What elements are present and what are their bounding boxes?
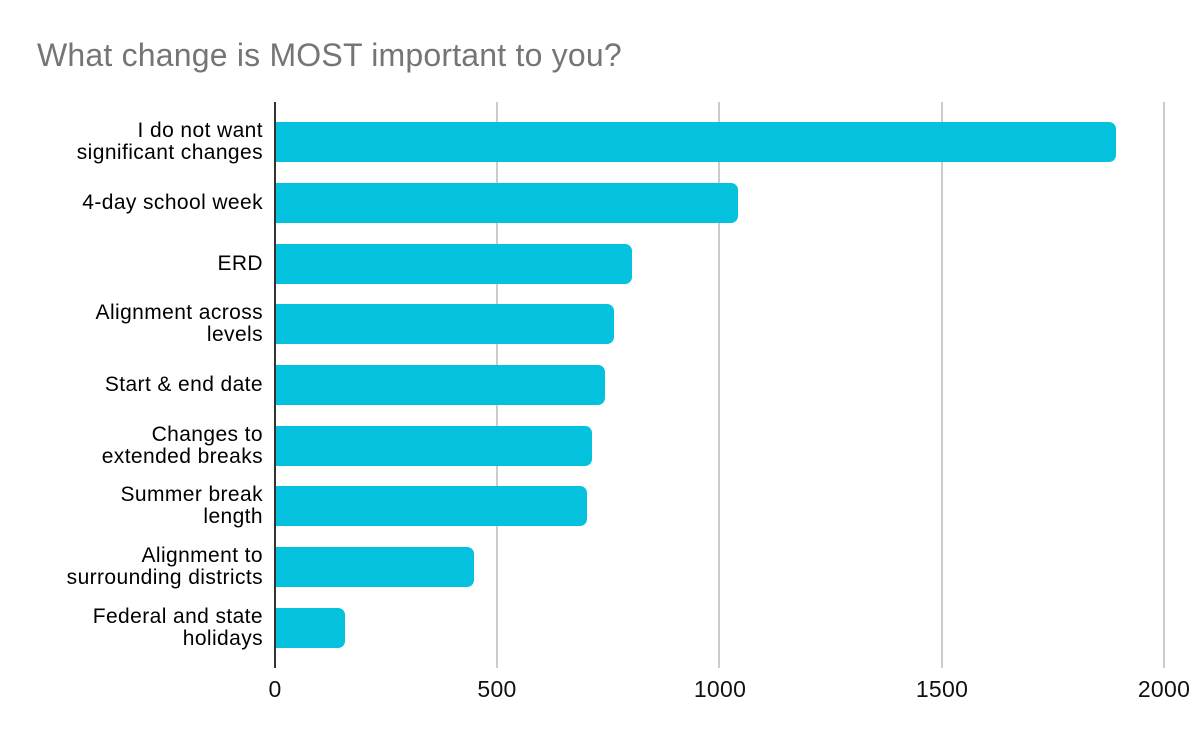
plot-area: I do not want significant changes 4-day … (0, 102, 1200, 668)
x-tick-label: 0 (268, 676, 282, 702)
gridline-2000 (1163, 102, 1165, 668)
bar-row: ERD (0, 233, 1200, 294)
category-label: Federal and state holidays (92, 604, 263, 650)
x-tick-label: 1500 (915, 676, 969, 702)
bar (276, 122, 1116, 163)
x-tick-label: 1000 (693, 676, 747, 702)
gridline-1000 (718, 102, 720, 668)
bar-row: Start & end date (0, 355, 1200, 416)
chart-title: What change is MOST important to you? (37, 37, 622, 73)
bar (276, 183, 738, 224)
bar (276, 425, 592, 466)
bar-rows: I do not want significant changes 4-day … (0, 112, 1200, 658)
bar (276, 365, 605, 406)
bar-row: Changes to extended breaks (0, 415, 1200, 476)
y-axis-baseline (274, 102, 276, 668)
category-label: Changes to extended breaks (101, 422, 263, 468)
category-label: ERD (217, 251, 263, 275)
bar-row: Alignment to surrounding districts (0, 537, 1200, 598)
bar (276, 304, 614, 345)
bar-row: 4-day school week (0, 173, 1200, 234)
category-label: Summer break length (120, 483, 263, 529)
category-label: Alignment across levels (95, 301, 263, 347)
bar-row: Federal and state holidays (0, 598, 1200, 659)
bar-row: Summer break length (0, 476, 1200, 537)
bar (276, 486, 587, 527)
bar-row: Alignment across levels (0, 294, 1200, 355)
bar-row: I do not want significant changes (0, 112, 1200, 173)
bar (276, 607, 345, 648)
x-tick-label: 500 (477, 676, 517, 702)
bar (276, 243, 632, 284)
category-label: Alignment to surrounding districts (66, 544, 263, 590)
category-label: I do not want significant changes (76, 119, 263, 165)
x-axis-tick-labels: 0 500 1000 1500 2000 (0, 676, 1200, 706)
category-label: 4-day school week (82, 191, 263, 215)
x-tick-label: 2000 (1137, 676, 1191, 702)
category-label: Start & end date (104, 373, 263, 397)
gridline-1500 (941, 102, 943, 668)
bar (276, 547, 474, 588)
